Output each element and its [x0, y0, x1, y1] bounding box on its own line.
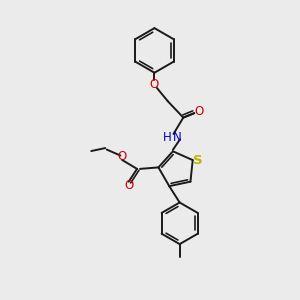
- Text: O: O: [194, 105, 203, 118]
- Text: O: O: [124, 179, 133, 192]
- Text: O: O: [117, 151, 126, 164]
- Text: N: N: [173, 131, 182, 144]
- Text: H: H: [163, 131, 172, 144]
- Text: S: S: [193, 154, 202, 166]
- Text: O: O: [150, 77, 159, 91]
